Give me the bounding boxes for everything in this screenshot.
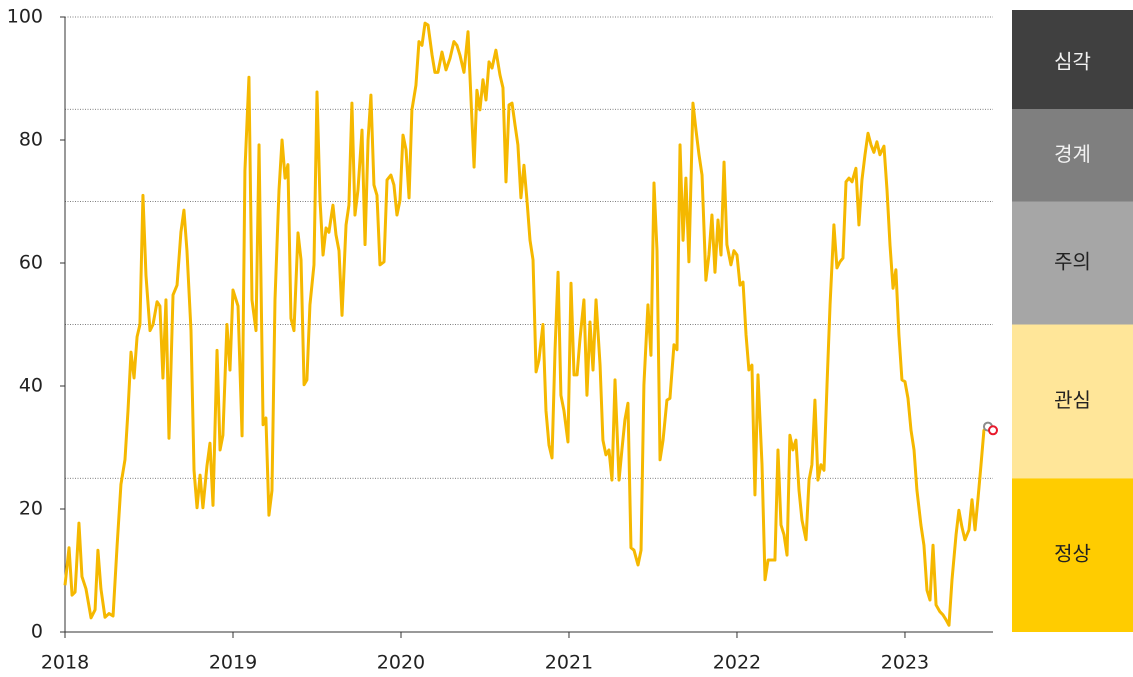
y-tick-label: 80 bbox=[19, 129, 43, 151]
y-tick-label: 60 bbox=[19, 252, 43, 274]
band-label: 관심 bbox=[1054, 388, 1091, 412]
band-label: 정상 bbox=[1054, 542, 1091, 566]
band-box bbox=[1012, 10, 1133, 110]
band-label: 경계 bbox=[1054, 142, 1091, 166]
y-tick-label: 100 bbox=[7, 6, 43, 28]
band-label: 주의 bbox=[1054, 250, 1091, 274]
x-tick-label: 2021 bbox=[545, 652, 593, 674]
band-box bbox=[1012, 109, 1133, 202]
band-label: 심각 bbox=[1054, 50, 1091, 74]
x-tick-label: 2018 bbox=[41, 652, 89, 674]
x-tick-label: 2020 bbox=[377, 652, 425, 674]
x-tick-label: 2022 bbox=[713, 652, 761, 674]
y-tick-label: 40 bbox=[19, 375, 43, 397]
band-box bbox=[1012, 478, 1133, 632]
x-tick-label: 2019 bbox=[209, 652, 257, 674]
x-tick-label: 2023 bbox=[881, 652, 929, 674]
y-tick-label: 0 bbox=[31, 621, 43, 643]
band-box bbox=[1012, 324, 1133, 479]
y-tick-label: 20 bbox=[19, 498, 43, 520]
data-line bbox=[63, 21, 989, 627]
band-box bbox=[1012, 201, 1133, 325]
end-marker bbox=[988, 425, 998, 436]
